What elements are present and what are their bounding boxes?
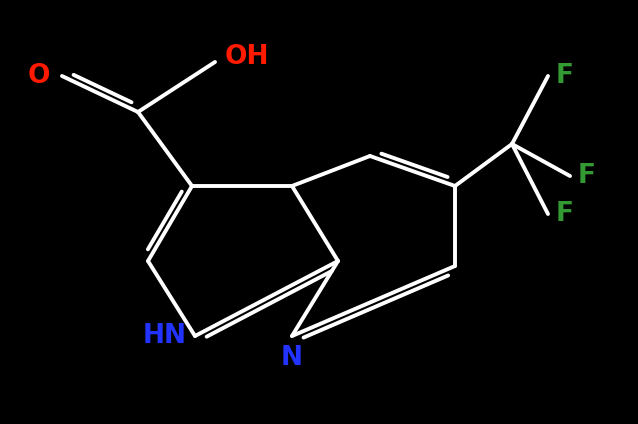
Text: F: F bbox=[556, 201, 574, 227]
Text: O: O bbox=[27, 63, 50, 89]
Text: N: N bbox=[281, 345, 303, 371]
Text: F: F bbox=[578, 163, 596, 189]
Text: OH: OH bbox=[225, 44, 269, 70]
Text: F: F bbox=[556, 63, 574, 89]
Text: HN: HN bbox=[143, 323, 187, 349]
